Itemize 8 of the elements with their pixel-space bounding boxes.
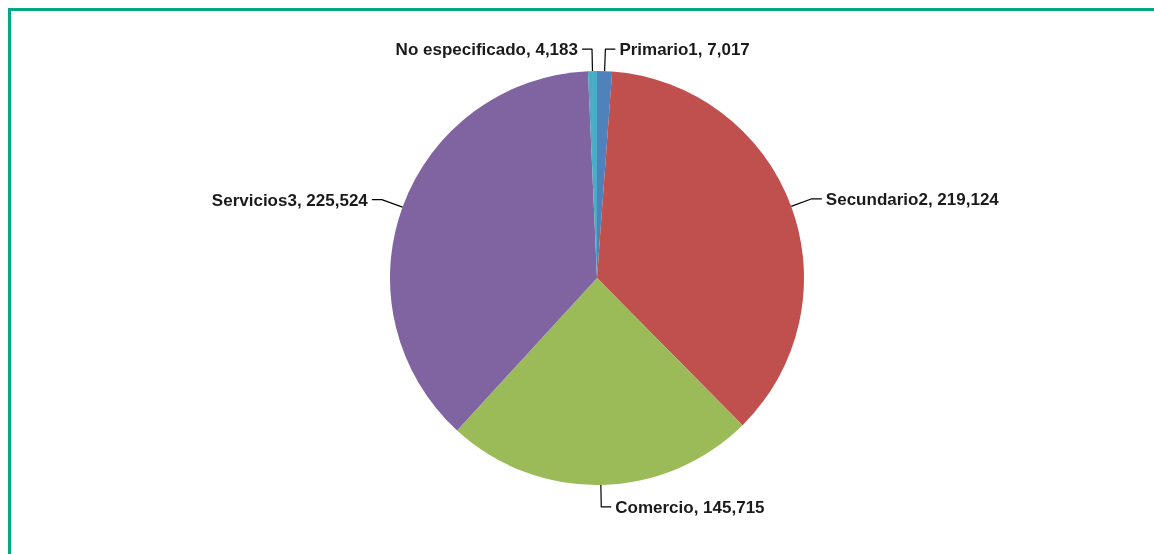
pie-slice xyxy=(597,71,804,426)
slice-label: No especificado, 4,183 xyxy=(395,40,578,60)
pie-slice xyxy=(390,71,597,431)
pie-slice xyxy=(457,278,743,485)
slice-label: Comercio, 145,715 xyxy=(615,497,765,517)
slice-label: Servicios3, 225,524 xyxy=(211,190,369,210)
slice-label: Primario1, 7,017 xyxy=(619,40,750,60)
slice-label: Secundario2, 219,124 xyxy=(825,189,1000,209)
